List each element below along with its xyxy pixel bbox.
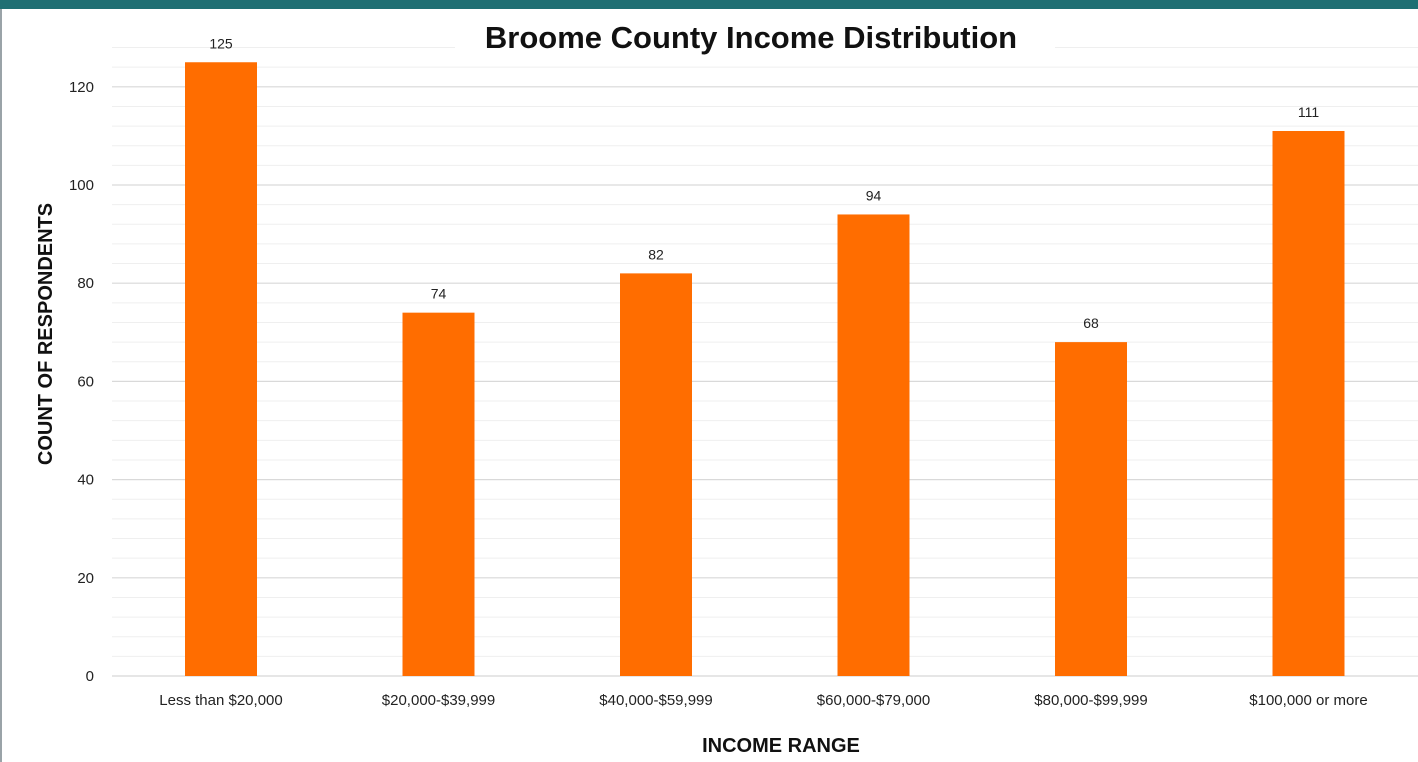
bar [185,62,257,676]
y-tick-label: 40 [77,472,94,489]
x-category-label: $40,000-$59,999 [599,692,712,709]
chart-title: Broome County Income Distribution [485,20,1017,55]
gridlines [112,47,1418,677]
data-labels: 125 74 82 94 68 111 [209,35,1319,331]
y-tick-label: 20 [77,570,94,587]
y-tick-label: 60 [77,373,94,390]
x-axis-title: INCOME RANGE [702,735,860,757]
y-axis-title: COUNT OF RESPONDENTS [35,203,57,465]
data-label: 68 [1083,315,1099,331]
data-label: 111 [1298,104,1319,120]
data-label: 125 [209,35,233,51]
bar [1055,342,1127,676]
x-category-label: $20,000-$39,999 [382,692,495,709]
x-category-label: Less than $20,000 [159,692,282,709]
y-tick-label: 0 [86,668,94,685]
bar [1272,130,1345,677]
y-tick-label: 100 [69,177,94,194]
x-category-label: $80,000-$99,999 [1034,692,1147,709]
left-border [0,9,2,762]
x-category-label: $100,000 or more [1249,692,1367,709]
data-label: 74 [431,286,447,302]
y-tick-label: 80 [77,275,94,292]
title-background [455,14,1055,58]
bar [402,312,475,676]
x-category-label: $60,000-$79,000 [817,692,930,709]
data-label: 94 [866,187,882,203]
y-axis-ticks: 0 20 40 60 80 100 120 [69,79,94,685]
top-strip [0,0,1418,9]
bar [620,273,692,676]
bar-series [185,62,1345,677]
data-label: 82 [648,246,664,262]
bar [837,214,910,676]
x-axis-ticks: Less than $20,000 $20,000-$39,999 $40,000-… [159,692,1367,709]
y-tick-label: 120 [69,79,94,96]
